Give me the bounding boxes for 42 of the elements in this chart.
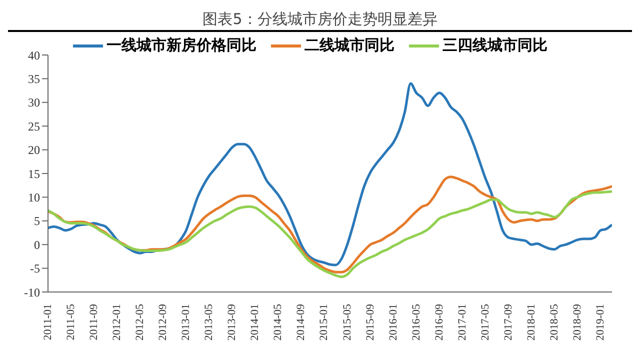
- line-series: [48, 82, 612, 266]
- x-tick-label: 2012-09: [157, 304, 170, 341]
- chart-title: 图表5：分线城市房价走势明显差异: [8, 8, 632, 32]
- x-tick-label: 2013-05: [203, 304, 216, 341]
- y-tick-label: 5: [34, 214, 40, 228]
- x-tick-label: 2018-05: [548, 304, 560, 341]
- x-tick-label: 2011-05: [65, 304, 78, 340]
- y-tick-label: 35: [28, 72, 40, 86]
- x-tick-label: 2016-09: [433, 304, 446, 341]
- x-tick-label: 2015-01: [318, 304, 330, 341]
- x-tick-label: 2014-01: [249, 304, 262, 341]
- x-tick-label: 2011-09: [88, 304, 100, 340]
- y-tick-label: 0: [34, 238, 40, 252]
- x-tick-label: 2017-05: [479, 304, 492, 341]
- x-tick-label: 2014-05: [272, 304, 284, 341]
- x-tick-label: 2014-09: [295, 304, 308, 341]
- x-tick-label: 2013-09: [226, 304, 238, 341]
- y-tick-label: -10: [24, 285, 40, 300]
- x-tick-label: 2019-01: [594, 304, 606, 341]
- y-tick-label: 25: [28, 119, 40, 134]
- x-tick-label: 2012-01: [111, 304, 124, 341]
- line-series: [48, 190, 612, 278]
- x-tick-label: 2013-01: [180, 304, 192, 341]
- x-tick-label: 2017-09: [502, 304, 514, 341]
- x-tick-label: 2016-05: [410, 304, 422, 341]
- x-tick-label: 2015-09: [364, 304, 376, 341]
- legend-label: 二线城市同比: [304, 36, 394, 55]
- x-tick-label: 2015-05: [341, 304, 354, 341]
- y-tick-label: 40: [28, 48, 40, 62]
- y-tick-label: 10: [28, 190, 40, 204]
- x-tick-label: 2018-09: [571, 304, 584, 341]
- x-tick-label: 2016-01: [387, 304, 400, 341]
- legend-label: 一线城市新房价格同比: [106, 36, 256, 55]
- x-tick-label: 2017-01: [456, 304, 468, 341]
- x-tick-label: 2018-01: [525, 304, 538, 341]
- x-tick-label: 2012-05: [134, 304, 146, 341]
- y-tick-label: 30: [28, 96, 40, 110]
- y-tick-label: 15: [28, 166, 40, 181]
- x-tick-label: 2011-01: [42, 304, 54, 340]
- legend-label: 三四线城市同比: [442, 36, 548, 55]
- y-tick-label: -5: [30, 262, 40, 276]
- y-tick-label: 20: [28, 143, 40, 158]
